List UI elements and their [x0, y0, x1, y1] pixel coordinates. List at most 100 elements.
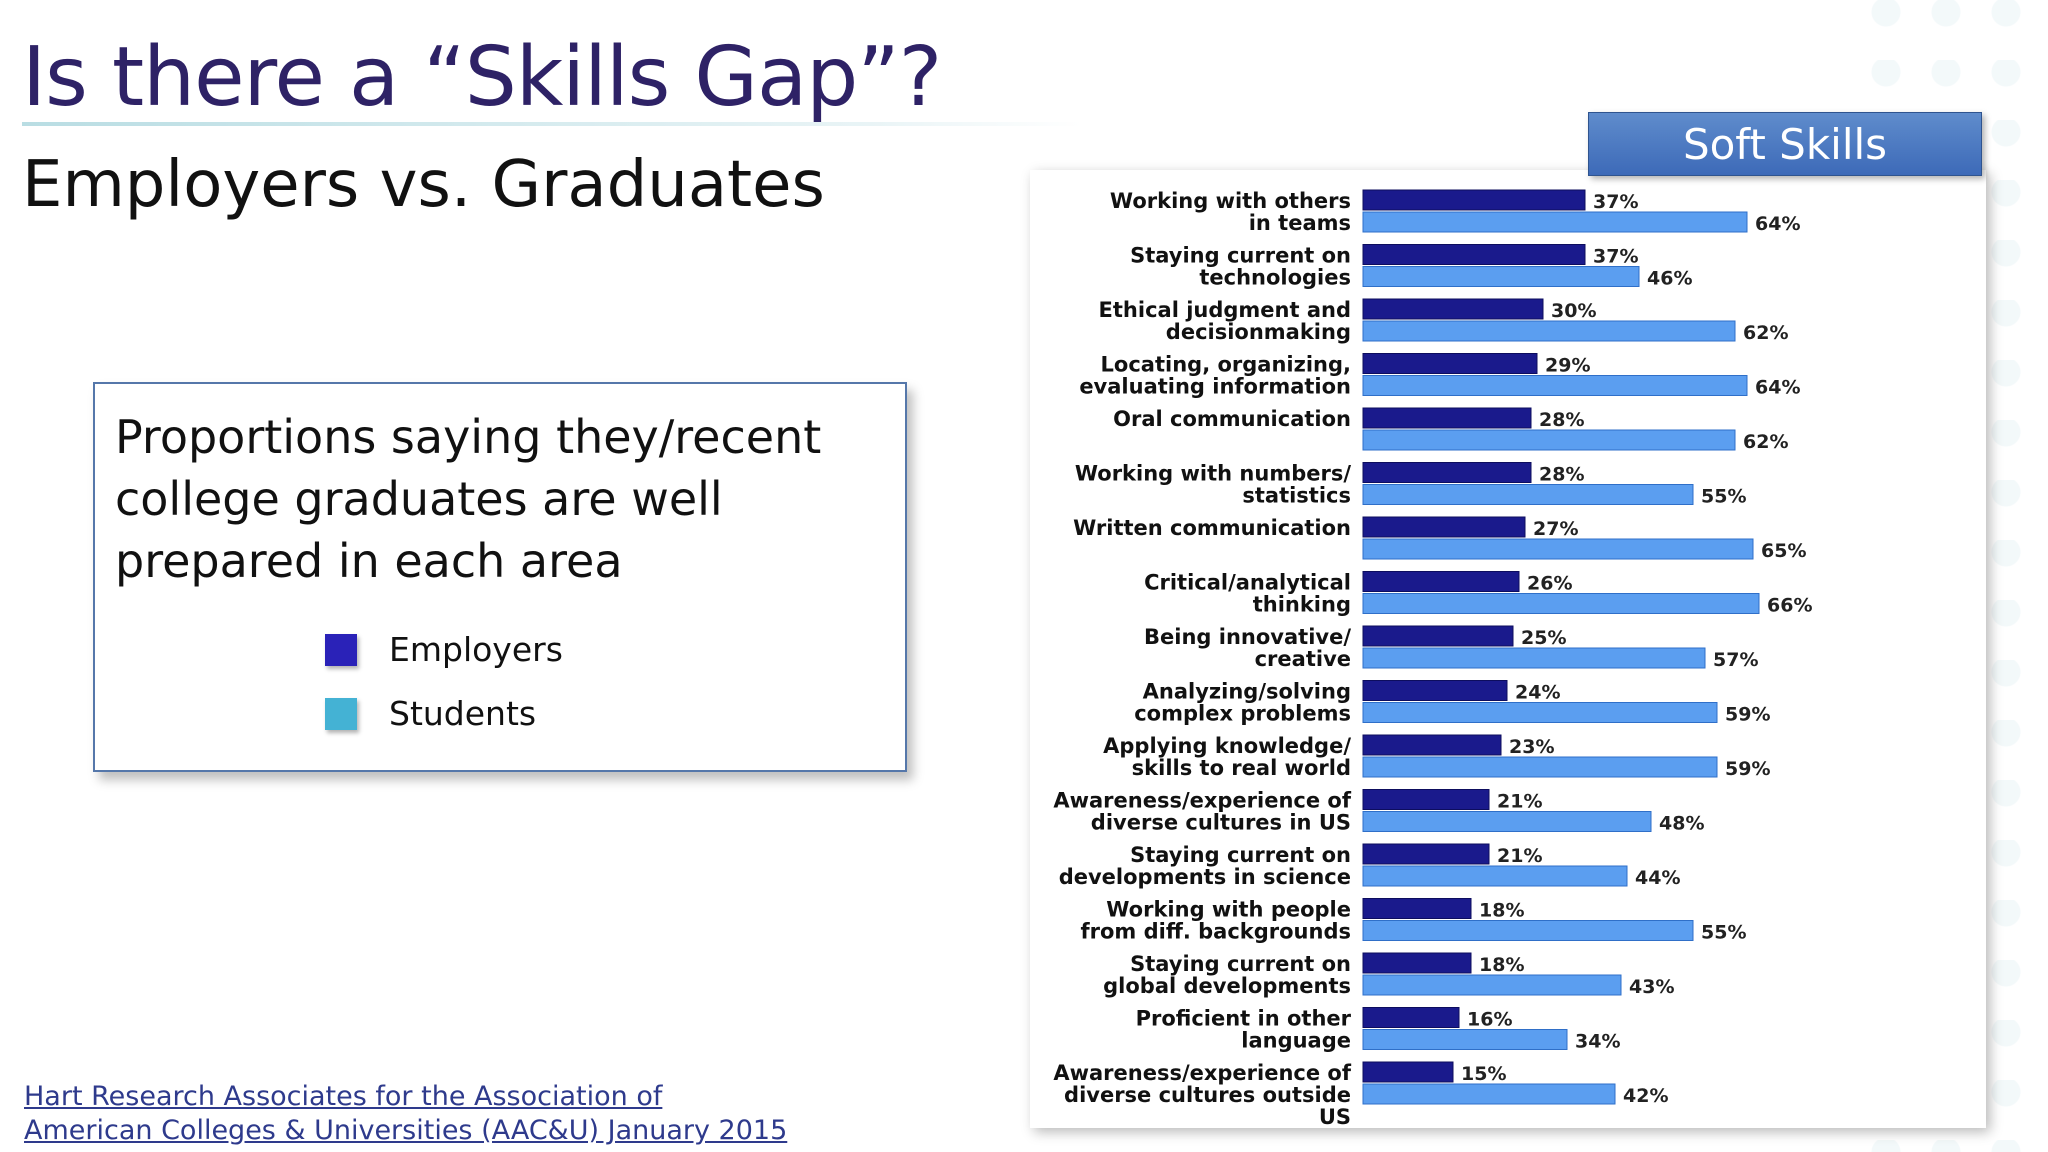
bar-students: [1362, 865, 1628, 887]
data-label-students: 46%: [1647, 268, 1692, 290]
category-label-line: Ethical judgment and: [1099, 298, 1351, 322]
data-label-employers: 15%: [1461, 1063, 1506, 1085]
legend-label-students: Students: [389, 694, 537, 733]
category-label-line: Locating, organizing,: [1101, 353, 1351, 377]
category-label-line: global developments: [1103, 974, 1351, 998]
bar-employers: [1362, 625, 1514, 647]
bar-employers: [1362, 353, 1538, 374]
category-label-line: decisionmaking: [1166, 320, 1351, 344]
title-underline: [22, 122, 1082, 126]
data-label-students: 42%: [1623, 1085, 1668, 1107]
category-label: Awareness/experience of diverse cultures …: [1053, 789, 1352, 835]
category-label-line: diverse cultures outside: [1064, 1083, 1351, 1107]
category-label-line: Awareness/experience of: [1053, 789, 1352, 813]
data-label-students: 48%: [1659, 813, 1704, 835]
data-label-students: 59%: [1725, 758, 1770, 780]
source-citation[interactable]: Hart Research Associates for the Associa…: [24, 1080, 787, 1148]
category-label-line: technologies: [1199, 266, 1351, 290]
category-label: Working with others in teams: [1110, 189, 1351, 235]
category-label: Locating, organizing, evaluating informat…: [1079, 353, 1351, 399]
category-label-line: diverse cultures in US: [1091, 811, 1351, 835]
data-label-students: 44%: [1635, 867, 1680, 889]
category-label-line: statistics: [1242, 484, 1351, 508]
data-label-students: 57%: [1713, 649, 1758, 671]
legend-item-employers: Employers: [325, 630, 563, 669]
bar-students: [1362, 538, 1754, 560]
bar-students: [1362, 593, 1760, 614]
data-label-employers: 23%: [1509, 736, 1554, 758]
category-label-line: Working with others: [1110, 189, 1351, 213]
data-label-employers: 16%: [1467, 1009, 1512, 1031]
category-label: Staying current on global developments: [1103, 952, 1351, 998]
data-label-employers: 29%: [1545, 355, 1590, 377]
data-label-students: 65%: [1761, 540, 1806, 562]
category-label-line: US: [1319, 1105, 1351, 1129]
category-label-line: from diff. backgrounds: [1080, 920, 1351, 944]
category-label-line: Staying current on: [1130, 843, 1351, 867]
bar-employers: [1362, 1007, 1460, 1028]
data-label-employers: 21%: [1497, 845, 1542, 867]
category-label-line: thinking: [1253, 593, 1351, 617]
category-label: Analyzing/solving complex problems: [1134, 680, 1351, 726]
data-label-employers: 24%: [1515, 682, 1560, 704]
bar-employers: [1362, 952, 1472, 974]
category-label: Proficient in other language: [1136, 1007, 1352, 1053]
legend-item-students: Students: [325, 694, 536, 733]
category-label: Staying current on technologies: [1130, 244, 1351, 290]
bar-students: [1362, 647, 1706, 669]
data-label-employers: 18%: [1479, 954, 1524, 976]
data-label-employers: 30%: [1551, 300, 1596, 322]
data-label-students: 43%: [1629, 976, 1674, 998]
data-label-students: 55%: [1701, 922, 1746, 944]
category-label-line: developments in science: [1059, 865, 1351, 889]
category-label: Oral communication: [1113, 407, 1351, 431]
chart-title: Soft Skills: [1588, 112, 1982, 176]
data-label-students: 55%: [1701, 486, 1746, 508]
bar-employers: [1362, 244, 1586, 265]
bar-students: [1362, 375, 1748, 396]
category-label-line: evaluating information: [1079, 375, 1351, 399]
category-label: Written communication: [1073, 516, 1351, 540]
source-line-1[interactable]: Hart Research Associates for the Associa…: [24, 1081, 663, 1112]
data-label-employers: 37%: [1593, 246, 1638, 268]
category-label-line: Oral communication: [1113, 407, 1351, 431]
data-label-employers: 21%: [1497, 791, 1542, 813]
data-label-students: 66%: [1767, 595, 1812, 617]
soft-skills-bar-chart: Working with others in teams 37% 64% Staying…: [1053, 189, 1812, 1129]
slide-subtitle: Employers vs. Graduates: [22, 148, 825, 222]
source-line-2[interactable]: American Colleges & Universities (AAC&U)…: [24, 1115, 788, 1146]
bar-students: [1362, 429, 1736, 451]
category-label-line: Awareness/experience of: [1053, 1061, 1352, 1085]
category-label-line: language: [1241, 1029, 1351, 1053]
legend-swatch-students: [325, 697, 357, 730]
data-label-students: 34%: [1575, 1031, 1620, 1053]
bar-students: [1362, 974, 1622, 996]
category-label: Awareness/experience of diverse cultures …: [1053, 1061, 1352, 1129]
category-label-line: creative: [1255, 647, 1351, 671]
data-label-students: 59%: [1725, 704, 1770, 726]
data-label-employers: 28%: [1539, 464, 1584, 486]
data-label-students: 64%: [1755, 377, 1800, 399]
legend-box: Proportions saying they/recent college g…: [93, 382, 907, 772]
bar-students: [1362, 811, 1652, 832]
category-label: Being innovative/creative: [1144, 625, 1351, 671]
data-label-employers: 18%: [1479, 900, 1524, 922]
legend-label-employers: Employers: [389, 630, 563, 669]
bar-employers: [1362, 298, 1544, 320]
category-label-line: Working with people: [1106, 898, 1351, 922]
category-label-line: Written communication: [1073, 516, 1351, 540]
bar-students: [1362, 702, 1718, 723]
slide-title: Is there a “Skills Gap”?: [22, 30, 942, 125]
data-label-students: 62%: [1743, 322, 1788, 344]
bar-students: [1362, 266, 1640, 287]
bar-employers: [1362, 734, 1502, 756]
bar-employers: [1362, 843, 1490, 865]
legend-description: Proportions saying they/recent college g…: [115, 410, 822, 588]
bar-students: [1362, 1083, 1616, 1105]
category-label-line: in teams: [1249, 211, 1351, 235]
bar-employers: [1362, 571, 1520, 592]
category-label: Applying knowledge/skills to real world: [1103, 734, 1351, 780]
category-label-line: Proficient in other: [1136, 1007, 1352, 1031]
bar-employers: [1362, 516, 1526, 538]
legend-swatch-employers: [325, 633, 357, 666]
